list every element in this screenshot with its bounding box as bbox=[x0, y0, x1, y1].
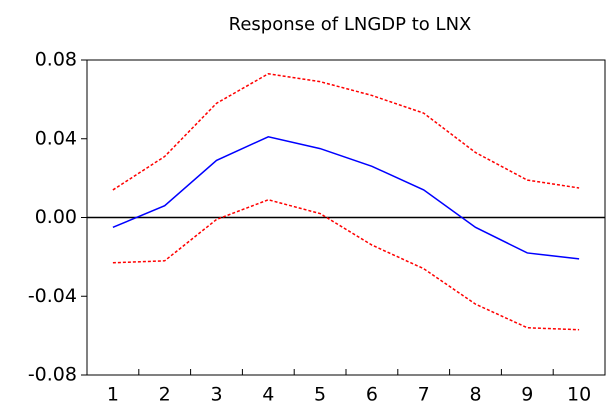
x-tick-label: 8 bbox=[469, 384, 481, 406]
x-tick-label: 2 bbox=[159, 384, 171, 406]
y-tick-label: 0.04 bbox=[35, 127, 77, 149]
x-tick-label: 10 bbox=[567, 384, 591, 406]
chart-title: Response of LNGDP to LNX bbox=[229, 14, 472, 35]
x-tick-label: 7 bbox=[418, 384, 430, 406]
x-tick-label: 4 bbox=[262, 384, 274, 406]
y-tick-label: 0.00 bbox=[35, 206, 77, 228]
y-tick-label: -0.04 bbox=[28, 285, 77, 307]
x-tick-label: 9 bbox=[521, 384, 533, 406]
x-tick-label: 6 bbox=[366, 384, 378, 406]
y-tick-label: -0.08 bbox=[28, 364, 77, 386]
y-tick-label: 0.08 bbox=[35, 49, 77, 71]
x-tick-label: 3 bbox=[210, 384, 222, 406]
x-tick-label: 5 bbox=[314, 384, 326, 406]
series-line bbox=[112, 135, 580, 260]
series-line bbox=[112, 73, 580, 191]
series-line bbox=[112, 198, 580, 331]
x-tick-label: 1 bbox=[107, 384, 119, 406]
